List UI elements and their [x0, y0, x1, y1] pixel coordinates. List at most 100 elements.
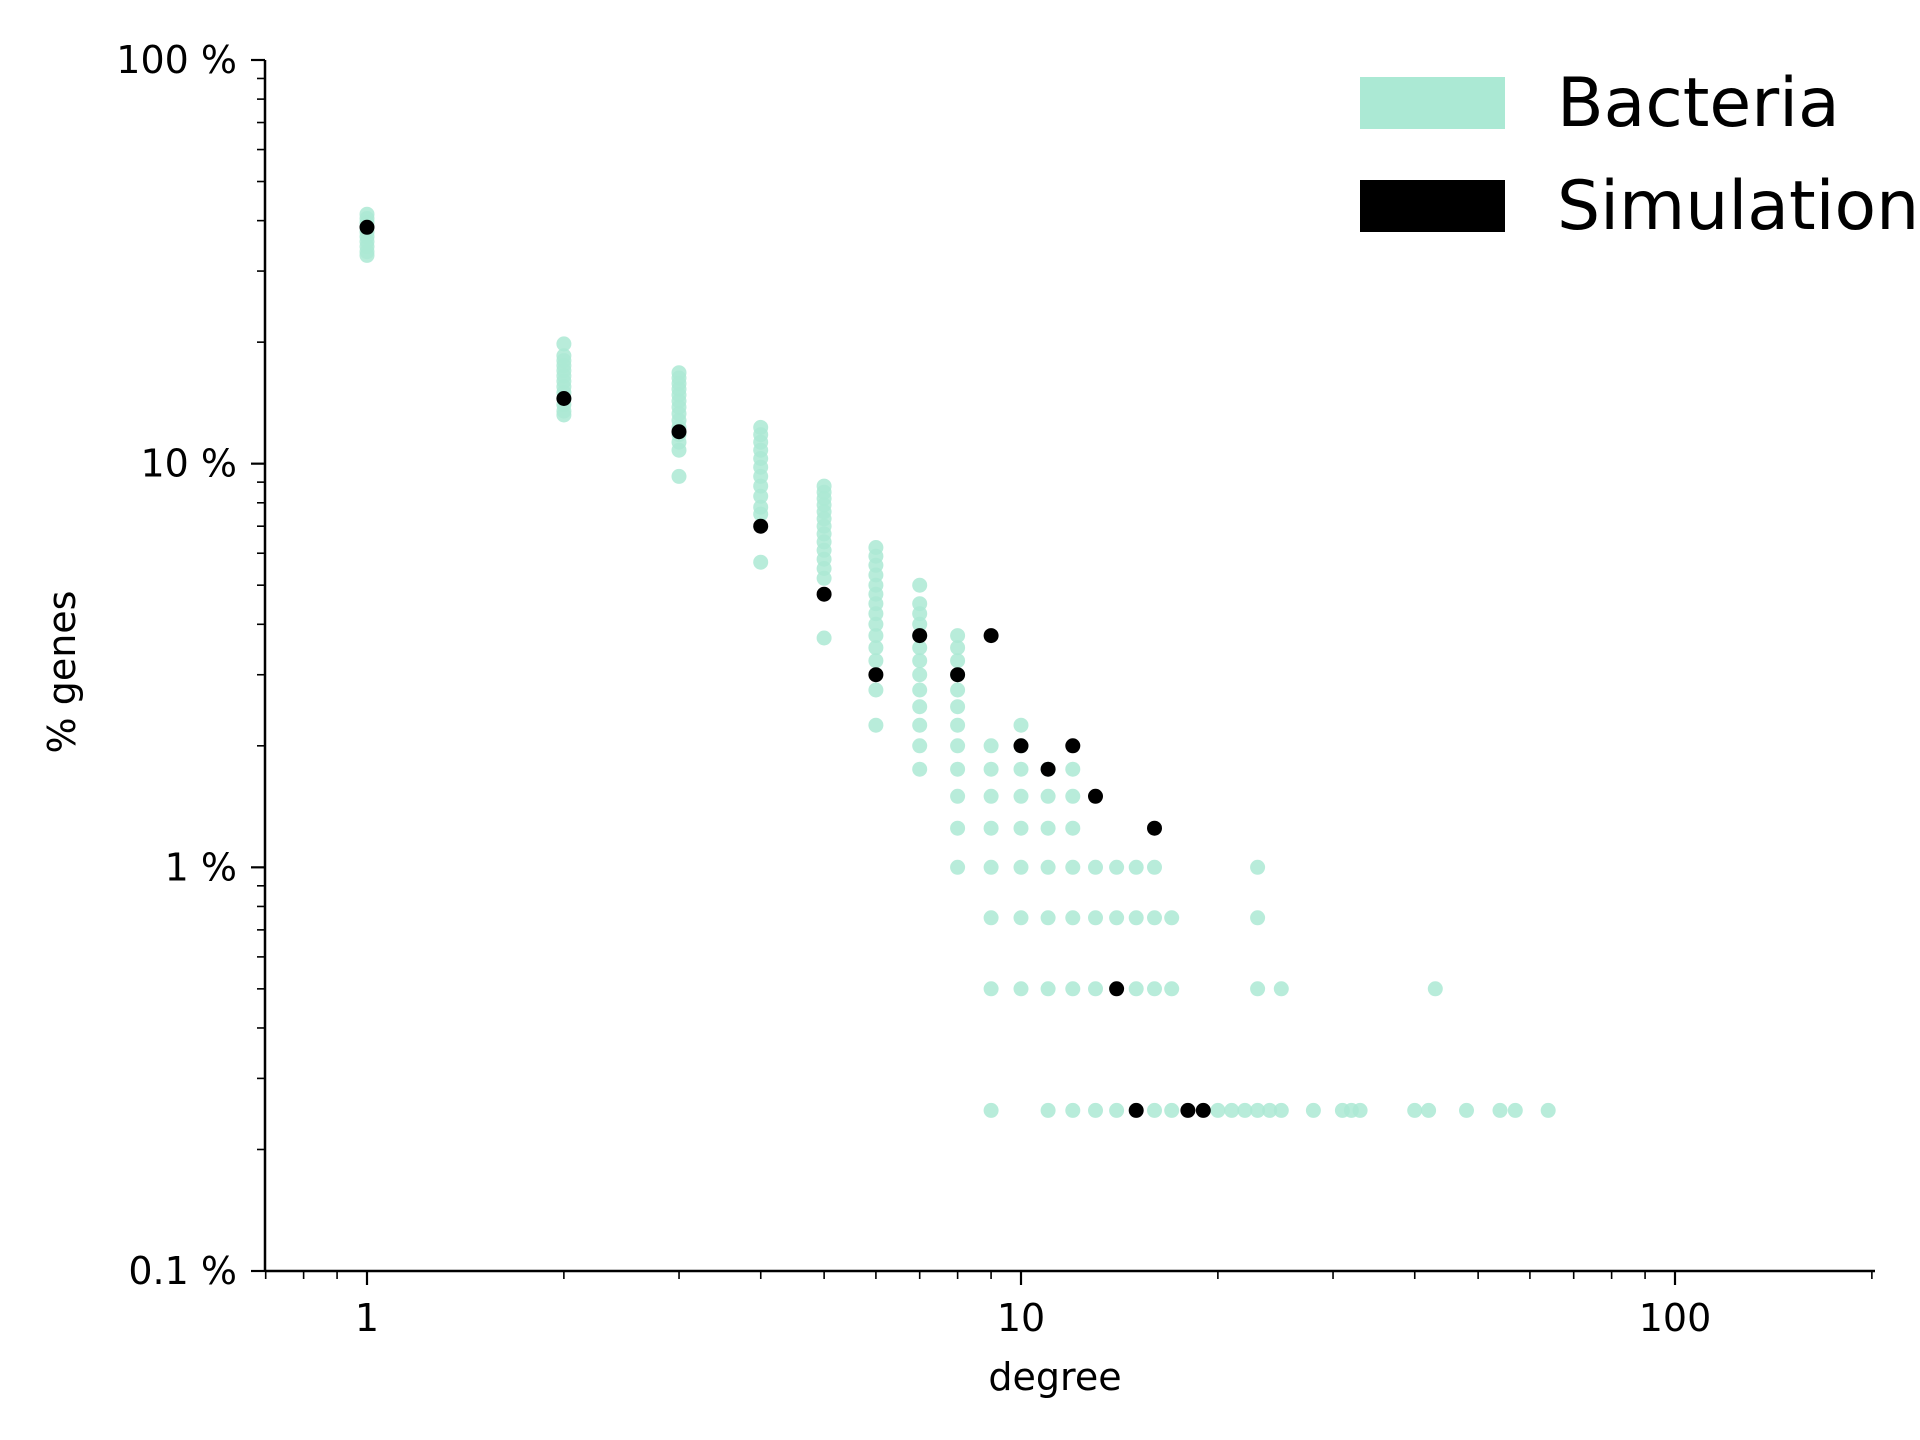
x-tick-label: 10	[997, 1296, 1045, 1340]
bacteria-point	[1250, 981, 1266, 997]
bacteria-point	[1040, 910, 1056, 926]
simulation-point	[1180, 1102, 1196, 1118]
bacteria-point	[868, 606, 884, 622]
bacteria-point	[912, 738, 928, 754]
bacteria-point	[1088, 1102, 1103, 1118]
bacteria-point	[1224, 1102, 1240, 1118]
bacteria-point	[912, 616, 928, 632]
y-tick-label: 0.1 %	[128, 1249, 237, 1293]
bacteria-point	[1013, 788, 1029, 804]
bacteria-point	[1065, 859, 1081, 875]
bacteria-point	[1492, 1102, 1508, 1118]
bacteria-point	[1262, 1102, 1278, 1118]
bacteria-point	[1407, 1102, 1423, 1118]
bacteria-point	[1109, 859, 1125, 875]
bacteria-point	[983, 820, 999, 836]
bacteria-point	[983, 761, 999, 777]
bacteria-point	[1040, 859, 1056, 875]
y-tick-label: 10 %	[140, 442, 237, 486]
bacteria-point	[1088, 981, 1103, 997]
simulation-point	[1065, 738, 1081, 754]
bacteria-point	[1013, 761, 1029, 777]
legend: Bacteria Simulation	[1360, 64, 1919, 246]
bacteria-point	[950, 820, 966, 836]
bacteria-point	[753, 554, 769, 570]
simulation-point	[359, 219, 375, 235]
x-tick-label: 1	[355, 1296, 379, 1340]
bacteria-point	[950, 717, 966, 733]
legend-label-simulation: Simulation	[1557, 167, 1919, 246]
bacteria-point	[1128, 859, 1144, 875]
bacteria-point	[1237, 1102, 1253, 1118]
bacteria-point	[950, 859, 966, 875]
bacteria-point	[359, 247, 375, 263]
bacteria-point	[950, 628, 966, 644]
bacteria-point	[1065, 820, 1081, 836]
bacteria-point	[1147, 981, 1162, 997]
bacteria-point	[912, 717, 928, 733]
legend-swatch-bacteria	[1360, 77, 1505, 129]
bacteria-point	[1040, 820, 1056, 836]
legend-label-bacteria: Bacteria	[1557, 64, 1840, 143]
bacteria-point	[1065, 910, 1081, 926]
bacteria-point	[1088, 859, 1103, 875]
bacteria-point	[868, 682, 884, 698]
bacteria-point	[1273, 981, 1289, 997]
bacteria-point	[983, 910, 999, 926]
bacteria-point	[1507, 1102, 1523, 1118]
bacteria-point	[816, 630, 832, 646]
bacteria-point	[1109, 910, 1125, 926]
bacteria-point	[1273, 1102, 1289, 1118]
simulation-point	[671, 424, 687, 440]
bacteria-point	[1065, 981, 1081, 997]
bacteria-point	[1250, 1102, 1266, 1118]
y-tick-label: 1 %	[165, 845, 237, 889]
bacteria-point	[1013, 859, 1029, 875]
bacteria-point	[950, 699, 966, 715]
bacteria-point	[1459, 1102, 1474, 1118]
bacteria-point	[1065, 1102, 1081, 1118]
y-ticks: 0.1 % 1 % 10 % 100 %	[116, 38, 265, 1293]
simulation-point	[1088, 788, 1103, 804]
bacteria-point	[912, 653, 928, 669]
bacteria-point	[912, 640, 928, 656]
bacteria-point	[983, 738, 999, 754]
simulation-point	[983, 628, 999, 644]
simulation-point	[1109, 981, 1125, 997]
bacteria-point	[1250, 859, 1266, 875]
bacteria-point	[868, 616, 884, 632]
bacteria-point	[1147, 910, 1162, 926]
bacteria-point	[912, 577, 928, 593]
bacteria-point	[1013, 981, 1029, 997]
simulation-point	[1040, 761, 1056, 777]
bacteria-point	[912, 667, 928, 683]
bacteria-point	[1013, 717, 1029, 733]
bacteria-point	[1065, 788, 1081, 804]
bacteria-point	[1065, 761, 1081, 777]
bacteria-point	[1305, 1102, 1321, 1118]
bacteria-point	[950, 788, 966, 804]
simulation-point	[868, 667, 884, 683]
simulation-point	[1013, 738, 1029, 754]
bacteria-point	[1147, 859, 1162, 875]
bacteria-point	[983, 859, 999, 875]
bacteria-point	[950, 682, 966, 698]
bacteria-point	[868, 717, 884, 733]
x-ticks: 1 10 100	[264, 1271, 1873, 1340]
bacteria-point	[753, 506, 769, 522]
simulation-point	[753, 518, 769, 534]
bacteria-point	[1109, 1102, 1125, 1118]
bacteria-point	[556, 336, 572, 352]
bacteria-point	[983, 1102, 999, 1118]
bacteria-point	[912, 761, 928, 777]
bacteria-point	[950, 653, 966, 669]
simulation-point	[1147, 820, 1162, 836]
bacteria-point	[1164, 981, 1180, 997]
axes	[263, 60, 1875, 1273]
bacteria-point	[950, 738, 966, 754]
bacteria-point	[1013, 820, 1029, 836]
simulation-point	[950, 667, 966, 683]
simulation-point	[1195, 1102, 1211, 1118]
bacteria-point	[868, 640, 884, 656]
bacteria-point	[1040, 981, 1056, 997]
